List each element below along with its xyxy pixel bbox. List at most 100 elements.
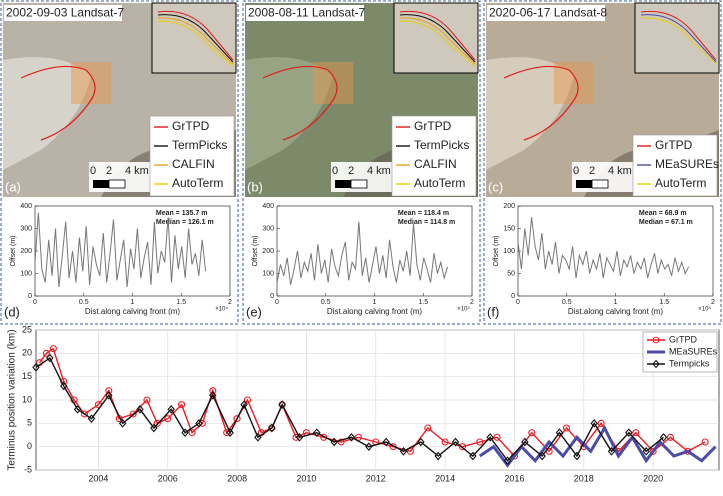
marker	[118, 418, 127, 428]
marker	[330, 437, 338, 447]
scale-label: 0	[573, 165, 579, 177]
legend-label: Termpicks	[669, 358, 710, 368]
scale-label: 4 km	[608, 165, 632, 177]
x-tick-label: 2008	[227, 473, 247, 483]
panel-label: (f)	[487, 304, 499, 319]
legend-label: TermPicks	[172, 138, 227, 152]
marker	[642, 446, 650, 456]
marker	[503, 456, 512, 466]
marker	[60, 381, 68, 391]
marker	[105, 390, 113, 400]
inset-front	[399, 10, 476, 61]
y-tick-label: 0	[28, 293, 32, 300]
inset-front	[157, 17, 234, 65]
scale-label: 4 km	[125, 165, 149, 177]
y-tick-label: 100	[503, 248, 515, 255]
caption-box	[246, 5, 364, 21]
x-tick-label: 2014	[435, 473, 455, 483]
marker	[188, 429, 196, 437]
marker	[399, 446, 408, 456]
x-tick-label: 1	[614, 299, 618, 306]
marker	[73, 404, 82, 414]
x-tick-label: 2	[711, 299, 715, 306]
legend-label: GrTPD	[669, 334, 697, 344]
marker	[167, 404, 175, 414]
scale-black	[93, 180, 109, 188]
annotation: Median = 67.1 m	[639, 219, 693, 226]
marker	[178, 401, 186, 409]
y-tick-label: 100	[20, 270, 32, 277]
legend-label: CALFIN	[172, 157, 215, 171]
scale-label: 4 km	[367, 165, 391, 177]
x-tick-label: 2020	[643, 473, 663, 483]
marker	[46, 353, 54, 363]
marker	[417, 437, 425, 447]
marker	[451, 437, 460, 447]
image-panel: 2002-09-03 Landsat-7(a)0 2 4 kmGrTPDTermPi…	[0, 0, 239, 325]
x-tick-label: 1.5	[418, 299, 428, 306]
x-tick-label: 2	[228, 299, 232, 306]
scale-label: 2	[589, 165, 595, 177]
inset-front	[640, 10, 717, 61]
legend-marker	[652, 336, 660, 344]
legend-box	[149, 115, 235, 197]
inset-front	[640, 14, 717, 63]
marker	[209, 387, 217, 395]
y-tick-label: 400	[20, 203, 32, 210]
inset	[393, 2, 479, 74]
marker	[441, 438, 449, 446]
scale-label: 2	[106, 165, 112, 177]
caption-box	[4, 5, 122, 21]
x-tick-label: 2004	[88, 473, 108, 483]
marker	[143, 396, 151, 404]
x-tick-label: 0.5	[321, 299, 331, 306]
image-caption: 2002-09-03 Landsat-7	[6, 6, 124, 20]
annotation: Mean = 135.7 m	[156, 210, 208, 217]
marker	[32, 362, 40, 372]
marker	[424, 424, 432, 432]
legend-label: AutoTerm	[655, 176, 706, 190]
marker	[347, 432, 356, 442]
legend-label: CALFIN	[414, 157, 457, 171]
x-tick-label: 1	[131, 299, 135, 306]
offset-line	[517, 217, 690, 279]
marker	[701, 438, 709, 446]
x-tick-label: 1.5	[659, 299, 669, 306]
scale-black	[335, 180, 351, 188]
legend-label: GrTPD	[414, 119, 452, 133]
y-tick-label: 25	[22, 324, 32, 334]
marker	[555, 428, 564, 438]
terminus-line	[503, 65, 579, 141]
marker	[573, 451, 581, 461]
marker	[337, 438, 345, 446]
marker	[649, 447, 657, 455]
ice-region	[245, 57, 333, 171]
legend-label: AutoTerm	[172, 176, 223, 190]
marker	[80, 410, 89, 418]
y-tick-label: 300	[20, 225, 32, 232]
marker	[209, 390, 217, 400]
marker	[153, 419, 161, 427]
marker	[562, 424, 571, 432]
ice-region	[486, 57, 574, 171]
terminus-chart: -5 0 5 10 15 20 25 2004 2006 2008 2010 2012 2014 2016…	[7, 324, 720, 483]
x-tick-label: 2006	[158, 473, 178, 483]
marker	[254, 432, 262, 442]
marker	[268, 423, 276, 433]
marker	[632, 429, 640, 437]
x-multiplier: ×10⁴	[457, 306, 470, 313]
scale-label: 2	[348, 165, 354, 177]
scale-white	[591, 179, 609, 189]
inset	[634, 2, 720, 74]
x-tick-label: 2	[470, 299, 474, 306]
marker	[243, 396, 252, 404]
panel-label: (d)	[4, 304, 20, 319]
panel-label: (b)	[247, 179, 263, 194]
marker	[521, 437, 529, 447]
x-tick-label: 0	[516, 299, 520, 306]
scale-label: 0	[90, 165, 96, 177]
marker	[42, 349, 50, 357]
marker	[195, 418, 203, 428]
y-tick-label: 300	[262, 225, 274, 232]
marker	[240, 400, 248, 410]
